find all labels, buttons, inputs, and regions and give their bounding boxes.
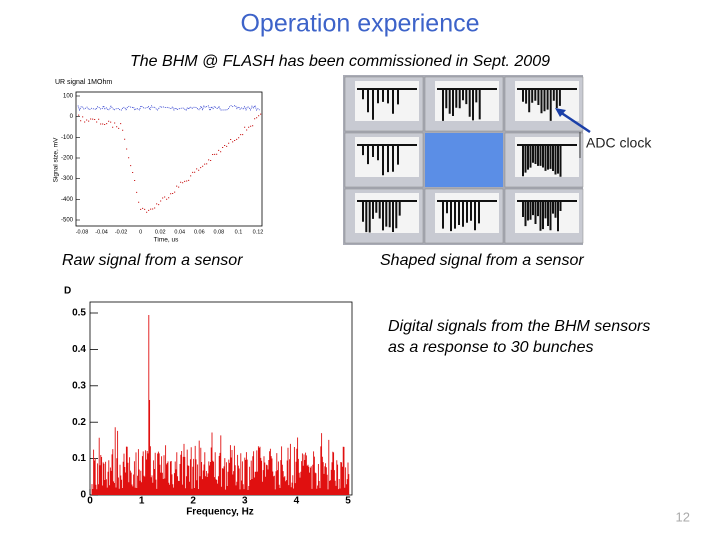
y-tick-label: 0.3 [72, 380, 86, 391]
y-tick-label: -400 [61, 197, 74, 203]
arrow [559, 110, 591, 134]
y-tick-label: 0.4 [72, 344, 86, 355]
y-tick-label: 0.1 [72, 453, 86, 464]
y-tick-label: 100 [63, 94, 74, 100]
x-tick-label: 1 [139, 496, 145, 507]
waveform [77, 104, 260, 112]
x-axis-label: Frequency, Hz [186, 507, 254, 518]
x-tick-label: -0.08 [76, 229, 89, 235]
scope-trace [517, 144, 577, 177]
title: Operation experience [240, 10, 479, 38]
x-tick-label: 3 [242, 496, 248, 507]
x-tick-label: 0.12 [253, 229, 264, 235]
y-tick-label: -100 [61, 135, 74, 141]
page-number: 12 [676, 509, 690, 524]
caption-digital-line: as a response to 30 bunches [388, 339, 593, 356]
corner-label: D [64, 286, 71, 297]
scope-trace [517, 88, 577, 121]
scope-trace [437, 88, 497, 121]
caption-shaped: Shaped signal from a sensor [380, 252, 584, 269]
x-tick-label: 5 [345, 496, 351, 507]
caption-raw: Raw signal from a sensor [62, 252, 243, 269]
y-tick-label: -300 [61, 176, 74, 182]
plot-frame [75, 91, 263, 227]
blank-panel [425, 133, 503, 187]
x-tick-label: 0.1 [235, 229, 243, 235]
x-tick-label: 4 [294, 496, 300, 507]
scope-trace [357, 144, 417, 176]
arrow-head [555, 108, 566, 117]
scope-trace [517, 200, 577, 232]
y-tick-label: 0 [70, 114, 74, 120]
scope-trace [437, 200, 497, 232]
x-tick-label: 0.04 [174, 229, 185, 235]
caption-digital-line: Digital signals from the BHM sensors [388, 318, 650, 335]
y-tick-label: -200 [61, 156, 74, 162]
y-tick-label: 0 [80, 490, 86, 501]
y-tick-label: -500 [61, 218, 74, 224]
plot-background [50, 76, 265, 244]
spectrum [91, 315, 350, 495]
subtitle: The BHM @ FLASH has been commissioned in… [130, 53, 550, 70]
annotation: ADC clock [586, 135, 652, 151]
scope-grid [343, 75, 584, 245]
waveform [78, 113, 262, 213]
y-tick-label: 0.5 [72, 308, 86, 319]
y-axis-label: Signal size, mV [53, 137, 60, 182]
scope-trace [357, 200, 417, 233]
y-tick-label: 0.2 [72, 417, 86, 428]
raw-signal-plot: UR signal 1MOhm Signal size, mV Time, us… [50, 76, 265, 244]
x-tick-label: 0.02 [155, 229, 166, 235]
plot-title: UR signal 1MOhm [55, 79, 112, 86]
x-tick-label: 2 [190, 496, 196, 507]
x-axis-label: Time, us [154, 237, 179, 244]
x-tick-label: -0.02 [115, 229, 128, 235]
x-tick-label: 0.06 [194, 229, 205, 235]
scope-trace [357, 88, 417, 120]
x-tick-label: -0.04 [95, 229, 108, 235]
x-tick-label: 0 [87, 496, 93, 507]
x-tick-label: 0.08 [214, 229, 225, 235]
fft-plot: D Frequency, Hz 0 0.1 0.2 0.3 0.4 0.5 0 1 2 3 4 5 [64, 286, 353, 518]
x-tick-label: 0 [139, 229, 142, 235]
